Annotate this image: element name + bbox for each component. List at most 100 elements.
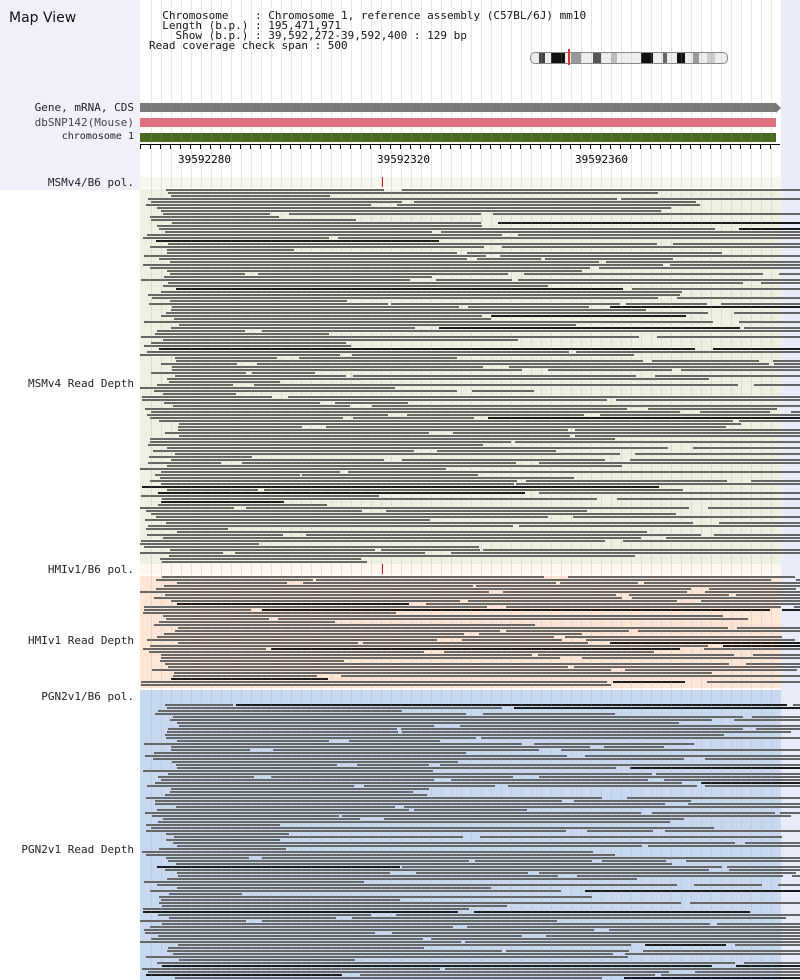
sequence-read[interactable]	[701, 600, 800, 602]
sequence-read[interactable]	[167, 465, 622, 467]
sequence-read[interactable]	[613, 681, 685, 683]
snp-feature-bar[interactable]	[140, 118, 776, 127]
sequence-read[interactable]	[262, 920, 557, 922]
sequence-read[interactable]	[500, 255, 800, 257]
sequence-read[interactable]	[727, 866, 800, 868]
sequence-read[interactable]	[149, 651, 424, 653]
sequence-read[interactable]	[161, 210, 661, 212]
sequence-read[interactable]	[141, 540, 605, 542]
sequence-read[interactable]	[148, 444, 483, 446]
sequence-read[interactable]	[161, 899, 400, 901]
sequence-read[interactable]	[163, 615, 723, 617]
sequence-read[interactable]	[141, 495, 379, 497]
sequence-read[interactable]	[341, 675, 800, 677]
sequence-read[interactable]	[627, 797, 800, 799]
sequence-read[interactable]	[645, 944, 726, 946]
sequence-read[interactable]	[175, 977, 602, 979]
sequence-read[interactable]	[273, 749, 539, 751]
sequence-read[interactable]	[585, 890, 800, 892]
sequence-read[interactable]	[158, 504, 327, 506]
sequence-read[interactable]	[140, 468, 446, 470]
sequence-read[interactable]	[693, 447, 800, 449]
sequence-read[interactable]	[150, 216, 279, 218]
sequence-read[interactable]	[153, 450, 414, 452]
sequence-read[interactable]	[302, 474, 478, 476]
sequence-read[interactable]	[170, 273, 245, 275]
sequence-read[interactable]	[168, 773, 652, 775]
sequence-read[interactable]	[177, 531, 647, 533]
sequence-read[interactable]	[326, 426, 726, 428]
sequence-read[interactable]	[796, 579, 800, 581]
sequence-read[interactable]	[163, 818, 360, 820]
sequence-read[interactable]	[159, 848, 286, 850]
sequence-read[interactable]	[352, 354, 634, 356]
sequence-read[interactable]	[254, 384, 738, 386]
sequence-read[interactable]	[146, 510, 362, 512]
polymorphism-marker[interactable]	[382, 177, 383, 187]
sequence-read[interactable]	[170, 791, 413, 793]
sequence-read[interactable]	[574, 800, 691, 802]
sequence-read[interactable]	[303, 582, 556, 584]
sequence-read[interactable]	[414, 809, 527, 811]
sequence-read[interactable]	[756, 728, 800, 730]
sequence-read[interactable]	[161, 501, 284, 503]
sequence-read[interactable]	[170, 549, 375, 551]
sequence-read[interactable]	[357, 764, 429, 766]
sequence-read[interactable]	[142, 486, 659, 488]
sequence-read[interactable]	[526, 480, 727, 482]
sequence-read[interactable]	[491, 315, 686, 317]
sequence-read[interactable]	[145, 519, 430, 521]
hmi-polymorphism-track[interactable]	[140, 564, 781, 575]
sequence-read[interactable]	[150, 645, 708, 647]
sequence-read[interactable]	[506, 630, 629, 632]
sequence-read[interactable]	[372, 405, 800, 407]
sequence-read[interactable]	[167, 249, 294, 251]
sequence-read[interactable]	[386, 510, 587, 512]
sequence-read[interactable]	[723, 645, 800, 647]
sequence-read[interactable]	[493, 213, 800, 215]
sequence-read[interactable]	[144, 743, 522, 745]
sequence-read[interactable]	[177, 740, 329, 742]
sequence-read[interactable]	[150, 417, 343, 419]
sequence-read[interactable]	[707, 681, 800, 683]
sequence-read[interactable]	[546, 935, 800, 937]
sequence-read[interactable]	[162, 498, 597, 500]
sequence-read[interactable]	[360, 974, 655, 976]
pgn-polymorphism-track[interactable]	[140, 690, 781, 704]
sequence-read[interactable]	[175, 630, 500, 632]
sequence-read[interactable]	[586, 639, 795, 641]
sequence-read[interactable]	[157, 884, 677, 886]
sequence-read[interactable]	[166, 857, 249, 859]
sequence-read[interactable]	[476, 585, 800, 587]
sequence-read[interactable]	[666, 537, 800, 539]
sequence-read[interactable]	[609, 929, 800, 931]
sequence-read[interactable]	[782, 609, 800, 611]
sequence-read[interactable]	[506, 950, 629, 952]
sequence-read[interactable]	[632, 597, 800, 599]
sequence-read[interactable]	[515, 441, 800, 443]
sequence-read[interactable]	[479, 633, 582, 635]
sequence-read[interactable]	[176, 806, 395, 808]
sequence-read[interactable]	[170, 300, 347, 302]
sequence-read[interactable]	[744, 327, 800, 329]
sequence-read[interactable]	[179, 959, 355, 961]
sequence-read[interactable]	[539, 872, 796, 874]
sequence-read[interactable]	[165, 704, 233, 706]
sequence-read[interactable]	[252, 372, 315, 374]
sequence-read[interactable]	[167, 950, 502, 952]
sequence-read[interactable]	[166, 312, 708, 314]
sequence-read[interactable]	[363, 642, 588, 644]
sequence-read[interactable]	[174, 318, 491, 320]
sequence-read[interactable]	[155, 474, 300, 476]
sequence-read[interactable]	[156, 588, 691, 590]
sequence-read[interactable]	[163, 213, 270, 215]
sequence-read[interactable]	[779, 273, 800, 275]
sequence-read[interactable]	[159, 896, 592, 898]
sequence-read[interactable]	[146, 797, 602, 799]
sequence-read[interactable]	[694, 884, 762, 886]
sequence-read[interactable]	[402, 189, 800, 191]
sequence-read[interactable]	[599, 267, 800, 269]
sequence-read[interactable]	[158, 492, 525, 494]
sequence-read[interactable]	[404, 806, 800, 808]
sequence-read[interactable]	[289, 213, 481, 215]
